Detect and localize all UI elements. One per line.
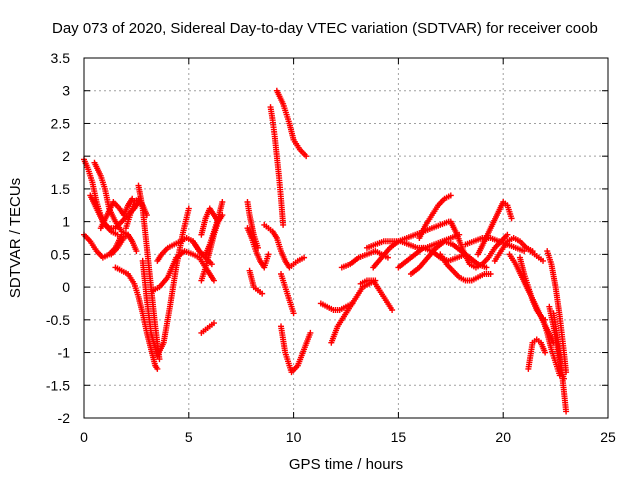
series-arc-4 [97,195,136,232]
series-arc-16 [198,320,217,336]
data-point [215,218,222,225]
data-point [208,261,215,268]
tick-labels-layer: 0 5 10 15 20 25 3.5 3 2.5 2 1.5 1 0.5 0 -0.5 -1 -1.5 -2 [46,50,616,445]
x-tick-label: 0 [80,429,88,445]
series-arc-17 [244,199,261,251]
series-arc-42 [525,336,549,372]
data-point [563,408,570,415]
series-arc-9 [135,182,163,363]
y-tick-label: 3 [62,83,70,99]
series-arc-21 [267,104,287,228]
data-point [483,264,490,271]
series-arc-22 [273,87,310,160]
data-point [303,153,310,160]
y-tick-label: -0.5 [46,312,70,328]
data-point [307,329,314,336]
y-tick-label: 0 [62,279,70,295]
series-arc-23 [278,271,297,317]
y-tick-label: 2 [62,148,70,164]
data-point [280,221,287,228]
data-point [542,349,549,356]
series-arc-7 [108,231,140,258]
data-point [259,290,266,297]
y-tick-label: -2 [58,410,71,426]
series-arc-35 [447,218,511,271]
data-point [301,254,308,261]
series-arc-40 [516,254,549,323]
data-point [219,199,226,205]
x-tick-label: 25 [600,429,616,445]
chart-title: Day 073 of 2020, Sidereal Day-to-day VTE… [52,20,598,37]
data-point [290,310,297,317]
series-arc-19 [244,225,272,271]
series-arc-26 [328,277,379,346]
plot-frame [83,57,609,419]
series-arc-20 [261,221,308,271]
series-arc-32 [407,238,490,277]
y-tick-label: 2.5 [51,115,71,131]
series-arc-15 [198,218,222,284]
x-tick-label: 5 [185,429,193,445]
data-point [210,320,217,327]
y-tick-label: -1.5 [46,377,70,393]
series-arc-24 [278,323,314,376]
series-arc-37 [475,199,515,258]
series-arc-46 [550,310,570,415]
data-point [389,307,396,313]
series-arc-43 [544,248,570,376]
data-point [265,251,272,258]
data-point [133,248,140,255]
series-arc-45 [540,316,563,379]
data-point [254,244,261,251]
data-point [384,254,391,261]
y-tick-label: 3.5 [51,50,71,66]
data-point [129,195,136,202]
series-arc-8 [112,264,161,372]
series-arc-41 [523,244,547,264]
y-tick-label: 1.5 [51,181,71,197]
series-arc-18 [246,267,266,297]
grid-layer [84,58,608,418]
data-point [185,205,192,212]
data-point [504,231,511,238]
x-tick-label: 20 [495,429,511,445]
data-point [447,192,454,199]
ticks-layer [83,57,609,419]
data-point [154,365,161,372]
y-axis-label: SDTVAR / TECUs [7,178,24,298]
data-points-layer [81,87,570,415]
y-tick-label: 0.5 [51,246,71,262]
y-tick-label: -1 [58,345,71,361]
series-arc-11 [150,248,217,294]
x-tick-label: 15 [391,429,407,445]
data-point [487,271,494,277]
data-point [540,257,547,264]
data-point [219,212,226,219]
data-point [508,215,515,222]
x-axis-label: GPS time / hours [289,456,403,473]
series-arc-33 [416,192,454,241]
series-arc-34 [437,251,494,284]
data-point [210,277,217,284]
series-arc-28 [357,277,396,313]
data-point [156,356,163,363]
y-tick-label: 1 [62,214,70,230]
x-tick-label: 10 [286,429,302,445]
